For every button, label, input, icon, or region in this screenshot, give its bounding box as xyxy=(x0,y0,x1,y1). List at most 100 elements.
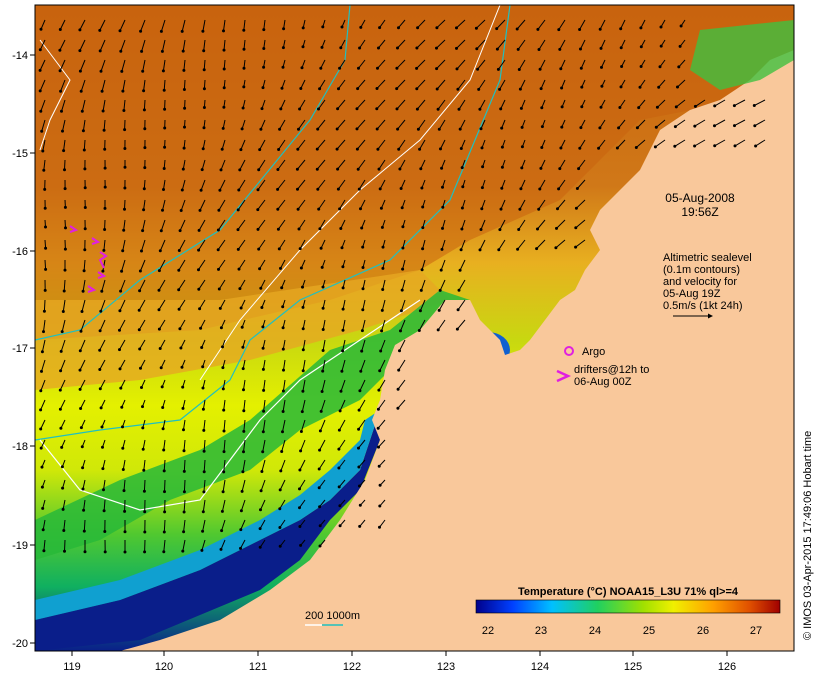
velocity-arrow xyxy=(339,399,346,412)
velocity-arrow-head xyxy=(298,107,302,111)
drifter-marker xyxy=(69,225,79,233)
velocity-arrow xyxy=(238,259,246,270)
velocity-arrow xyxy=(122,459,126,470)
velocity-arrow xyxy=(537,219,546,230)
velocity-arrow-head xyxy=(42,309,46,313)
velocity-arrow xyxy=(459,259,466,271)
velocity-arrow-head xyxy=(98,49,102,53)
velocity-arrow-head xyxy=(339,46,343,50)
velocity-arrow-head xyxy=(600,65,603,69)
velocity-arrow xyxy=(478,79,486,90)
velocity-arrow-head xyxy=(118,29,122,33)
velocity-arrow-head xyxy=(81,487,85,491)
velocity-arrow-head xyxy=(177,249,181,252)
velocity-arrow xyxy=(218,199,226,211)
velocity-arrow xyxy=(257,219,266,230)
velocity-arrow xyxy=(223,399,226,411)
velocity-arrow-head xyxy=(180,365,184,369)
velocity-arrow-head xyxy=(216,248,220,252)
velocity-arrow-head xyxy=(498,87,502,91)
velocity-arrow xyxy=(81,99,86,112)
velocity-arrow-head xyxy=(218,306,222,310)
velocity-arrow-head xyxy=(461,185,465,189)
velocity-arrow-head xyxy=(81,289,85,293)
velocity-arrow xyxy=(302,359,306,371)
velocity-arrow-head xyxy=(318,544,322,548)
velocity-arrow-head xyxy=(123,530,127,534)
velocity-arrow-head xyxy=(202,470,206,474)
velocity-arrow xyxy=(575,239,586,248)
velocity-arrow xyxy=(277,179,286,190)
velocity-arrow xyxy=(141,239,146,252)
velocity-arrow xyxy=(182,159,186,170)
velocity-arrow xyxy=(103,119,106,131)
velocity-arrow-head xyxy=(279,469,283,473)
velocity-arrow-head xyxy=(59,369,63,373)
velocity-arrow xyxy=(396,99,406,110)
velocity-arrow xyxy=(318,479,326,489)
velocity-arrow xyxy=(481,199,486,209)
velocity-arrow xyxy=(417,119,426,130)
colorbar-title: Temperature (°C) NOAA15_L3U 71% ql>=4 xyxy=(518,586,739,598)
velocity-arrow xyxy=(456,39,466,49)
velocity-arrow-head xyxy=(241,367,245,371)
velocity-arrow-head xyxy=(78,49,82,53)
velocity-arrow xyxy=(82,479,86,490)
velocity-arrow-head xyxy=(297,127,300,131)
velocity-arrow xyxy=(163,459,166,471)
velocity-arrow-head xyxy=(673,125,677,129)
velocity-arrow-head xyxy=(676,85,679,89)
velocity-arrow-head xyxy=(459,147,463,150)
velocity-arrow-head xyxy=(415,87,419,91)
velocity-arrow xyxy=(220,159,226,171)
velocity-arrow xyxy=(42,519,46,530)
velocity-arrow-head xyxy=(43,187,47,191)
velocity-arrow xyxy=(279,519,286,528)
velocity-arrow-head xyxy=(222,86,226,90)
velocity-arrow xyxy=(60,339,66,352)
velocity-arrow xyxy=(754,119,766,127)
credit-text: © IMOS 03-Apr-2015 17:49:06 Hobart time xyxy=(802,431,814,640)
velocity-arrow xyxy=(358,59,366,69)
velocity-arrow xyxy=(398,359,406,371)
velocity-arrow xyxy=(317,119,326,130)
velocity-arrow-head xyxy=(261,430,265,434)
velocity-arrow xyxy=(540,79,546,89)
velocity-arrow-head xyxy=(62,289,66,293)
velocity-arrow-head xyxy=(355,147,359,151)
velocity-arrow-head xyxy=(619,85,623,89)
velocity-arrow xyxy=(298,219,306,230)
velocity-arrow xyxy=(360,199,366,209)
velocity-arrow-head xyxy=(301,305,305,309)
velocity-arrow-head xyxy=(281,347,285,351)
velocity-arrow xyxy=(754,99,766,106)
velocity-arrow-head xyxy=(63,247,67,251)
velocity-arrow xyxy=(417,19,426,29)
velocity-arrow xyxy=(519,199,526,210)
velocity-arrow-head xyxy=(421,226,425,230)
velocity-arrow xyxy=(39,39,46,51)
velocity-arrow-head xyxy=(103,206,107,210)
velocity-arrow-head xyxy=(316,127,320,131)
velocity-arrow-head xyxy=(441,205,445,209)
velocity-arrow-head xyxy=(103,550,107,554)
velocity-arrow-head xyxy=(163,510,167,514)
velocity-arrow xyxy=(259,259,266,270)
velocity-arrow-head xyxy=(416,26,420,30)
velocity-arrow-head xyxy=(538,187,542,191)
velocity-arrow xyxy=(678,59,686,68)
velocity-arrow-head xyxy=(160,385,164,389)
velocity-arrow-head xyxy=(123,509,127,513)
velocity-arrow xyxy=(183,439,186,451)
velocity-arrow-head xyxy=(495,47,499,51)
velocity-arrow-head xyxy=(123,207,126,211)
velocity-arrow-head xyxy=(277,247,281,251)
velocity-arrow-head xyxy=(281,410,285,413)
velocity-arrow xyxy=(143,479,146,492)
velocity-arrow xyxy=(79,59,86,72)
velocity-arrow-head xyxy=(178,229,182,233)
velocity-arrow-head xyxy=(200,548,204,552)
velocity-arrow-head xyxy=(276,207,280,211)
velocity-arrow xyxy=(381,319,386,332)
